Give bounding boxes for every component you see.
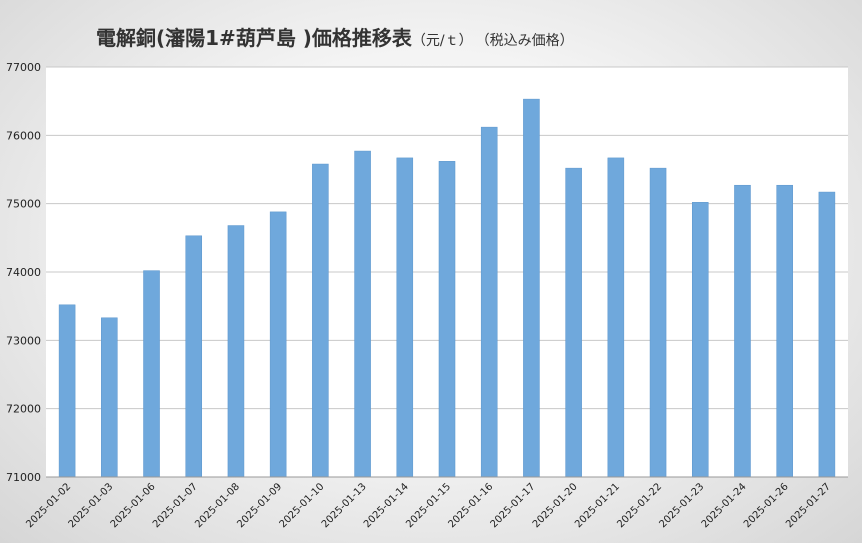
y-tick-label: 77000 [6, 61, 41, 74]
bar [565, 167, 582, 478]
y-tick-label: 75000 [6, 198, 41, 211]
x-axis: 2025-01-022025-01-032025-01-062025-01-07… [24, 476, 848, 530]
bar-series [58, 98, 836, 478]
bar [354, 150, 371, 478]
y-tick-label: 73000 [6, 334, 41, 347]
bar [438, 161, 456, 478]
y-tick-label: 74000 [6, 266, 41, 279]
chart-title-unit: （元/ｔ） [411, 33, 473, 49]
bar [227, 225, 245, 478]
y-tick-label: 76000 [6, 129, 41, 142]
bar [607, 157, 625, 478]
bar [269, 211, 287, 478]
bar [734, 184, 751, 478]
bar [396, 157, 414, 478]
bar [185, 235, 203, 478]
chart-title: 電解銅(瀋陽1#葫芦島 )価格推移表（元/ｔ） （税込み価格） [96, 22, 574, 51]
bar [691, 202, 709, 478]
x-tick-label: 2025-01-27 [784, 481, 833, 530]
bar [312, 163, 329, 478]
bar [523, 98, 540, 478]
chart-title-main: 電解銅(瀋陽1#葫芦島 )価格推移表 [96, 26, 412, 50]
bar [776, 184, 793, 478]
bar [58, 304, 76, 478]
bar [818, 191, 836, 478]
y-tick-label: 72000 [6, 403, 41, 416]
bar [480, 126, 498, 478]
bar [143, 270, 160, 478]
bar [649, 167, 667, 478]
bar [101, 317, 118, 478]
y-axis: 71000 72000 73000 74000 75000 76000 77000 [6, 61, 41, 484]
y-tick-label: 71000 [6, 471, 41, 484]
chart-title-note: （税込み価格） [482, 33, 574, 49]
